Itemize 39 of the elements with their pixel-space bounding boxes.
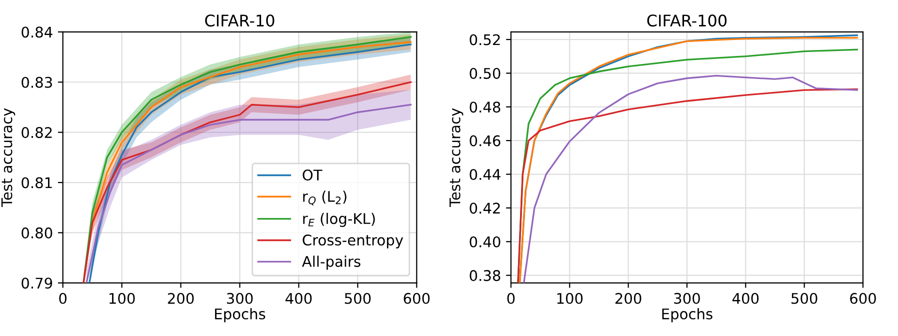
x-tick-label: 600	[850, 292, 876, 304]
y-tick-label: 0.82	[22, 127, 52, 138]
legend-label: r$_{E}$ (log-KL)	[303, 212, 375, 227]
x-tick-label: 100	[110, 292, 135, 304]
x-tick-label: 200	[168, 292, 194, 304]
y-tick-label: 0.84	[22, 26, 52, 38]
y-tick-label: 0.83	[22, 76, 52, 88]
x-tick-label: 600	[404, 292, 430, 304]
y-tick-label: 0.79	[22, 278, 52, 289]
y-tick-label: 0.44	[470, 168, 500, 180]
y-tick-label: 0.40	[470, 236, 500, 248]
x-tick-label: 0	[59, 292, 67, 304]
legend-label: All-pairs	[302, 256, 360, 270]
x-axis-title: Epochs	[215, 308, 266, 322]
x-tick-label: 200	[615, 292, 642, 304]
y-tick-label: 0.50	[470, 68, 500, 79]
x-tick-label: 100	[557, 292, 583, 304]
x-tick-label: 400	[732, 292, 759, 304]
y-tick-label: 0.42	[470, 202, 500, 214]
x-tick-label: 300	[226, 292, 253, 304]
legend-label: Cross-entropy	[302, 234, 404, 248]
x-tick-label: 500	[344, 292, 371, 304]
x-axis-title: Epochs	[662, 308, 712, 322]
legend-label: r$_{Q}$ (L$_{2}$)	[303, 190, 346, 206]
y-tick-label: 0.52	[470, 34, 500, 46]
y-axis-title: Test accuracy	[450, 108, 464, 208]
chart-title: CIFAR-10	[205, 14, 274, 27]
x-tick-label: 0	[507, 292, 515, 304]
x-tick-label: 400	[286, 292, 312, 304]
x-tick-label: 300	[674, 292, 700, 304]
chart-title: CIFAR-100	[647, 14, 727, 27]
y-tick-label: 0.80	[22, 227, 52, 238]
y-axis-title: Test accuracy	[1, 108, 16, 208]
y-tick-label: 0.46	[470, 135, 500, 146]
x-tick-label: 500	[792, 292, 818, 304]
y-tick-label: 0.81	[22, 177, 52, 188]
y-tick-label: 0.38	[470, 270, 500, 282]
y-tick-label: 0.48	[470, 102, 500, 113]
legend-label: OT	[302, 170, 322, 181]
